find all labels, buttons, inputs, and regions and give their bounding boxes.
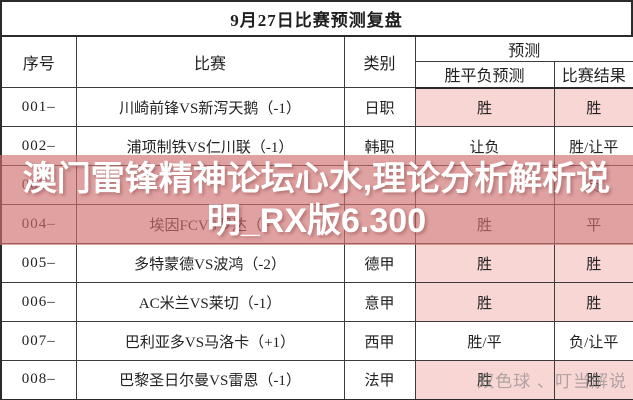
serial-cell: 007– [0, 321, 77, 361]
col-header-prediction-group: 预测 [414, 35, 633, 62]
table-row: 008– 巴黎圣日尔曼VS雷恩（-1） 法甲 胜 胜 [0, 360, 633, 400]
col-header-prediction: 胜平负预测 [414, 61, 555, 89]
serial-cell: 005– [0, 243, 77, 283]
col-header-result: 比赛结果 [553, 61, 633, 89]
serial-cell: 001– [0, 87, 77, 127]
promo-banner: 澳门雷锋精神论坛心水,理论分析解析说 明_RX版6.300 [0, 155, 633, 245]
prediction-cell: 胜 [414, 360, 555, 400]
serial-cell: 006– [0, 282, 77, 322]
category-cell: 法甲 [343, 360, 416, 400]
serial-cell: 008– [0, 360, 77, 400]
category-cell: 日职 [343, 87, 416, 127]
table-row: 005– 多特蒙德VS波鸿（-2） 德甲 胜 胜 [0, 243, 633, 283]
page-title: 9月27日比赛预测复盘 [0, 0, 633, 35]
match-cell: 多特蒙德VS波鸿（-2） [75, 243, 345, 283]
table-row: 007– 巴利亚多VS马洛卡（+1） 西甲 胜/平 负/让平 [0, 321, 633, 361]
prediction-cell: 胜 [414, 243, 555, 283]
prediction-cell: 胜 [414, 87, 555, 127]
prediction-cell: 胜/平 [414, 321, 555, 361]
match-cell: 巴黎圣日尔曼VS雷恩（-1） [75, 360, 345, 400]
match-cell: 川崎前锋VS新泻天鹅（-1） [75, 87, 345, 127]
promo-banner-line1: 澳门雷锋精神论坛心水,理论分析解析说 [22, 160, 611, 198]
category-cell: 意甲 [343, 282, 416, 322]
result-cell: 胜 [553, 243, 633, 283]
match-cell: 巴利亚多VS马洛卡（+1） [75, 321, 345, 361]
table-row: 006– AC米兰VS莱切（-1） 意甲 胜 胜 [0, 282, 633, 322]
table-row: 001– 川崎前锋VS新泻天鹅（-1） 日职 胜 胜 [0, 87, 633, 127]
result-cell: 负/让平 [553, 321, 633, 361]
result-cell: 胜 [553, 360, 633, 400]
promo-banner-line2: 明_RX版6.300 [206, 202, 427, 240]
result-cell: 胜 [553, 87, 633, 127]
match-cell: AC米兰VS莱切（-1） [75, 282, 345, 322]
category-cell: 德甲 [343, 243, 416, 283]
result-cell: 胜 [553, 282, 633, 322]
col-header-serial: 序号 [0, 35, 77, 88]
watermark: 双色球 、叮当解说 [477, 372, 627, 391]
prediction-cell: 胜 [414, 282, 555, 322]
col-header-match: 比赛 [75, 35, 345, 88]
col-header-category: 类别 [343, 35, 416, 88]
category-cell: 西甲 [343, 321, 416, 361]
